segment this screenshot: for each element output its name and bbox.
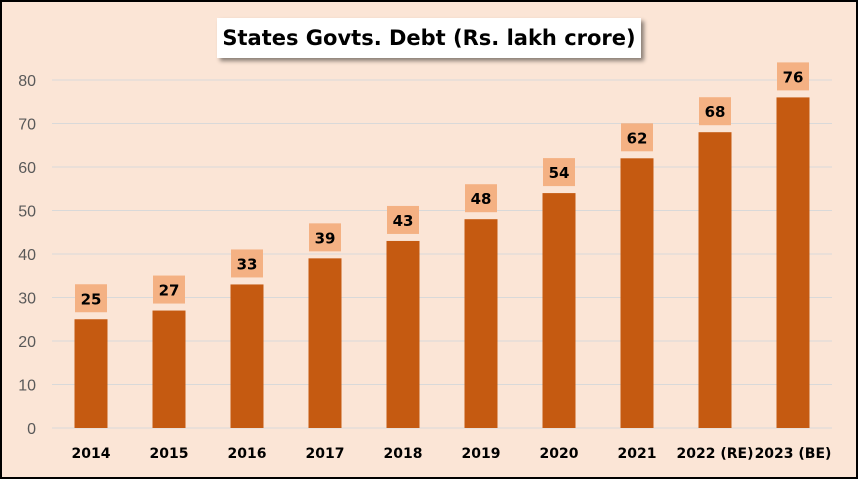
data-label: 68	[705, 103, 726, 121]
x-category-label: 2017	[306, 446, 345, 462]
x-category-label: 2016	[228, 446, 267, 462]
data-labels: 25 27 33 39 43 48 54 62 68 76	[75, 62, 809, 313]
y-tick-label: 30	[18, 291, 36, 308]
data-label: 25	[81, 290, 102, 308]
y-tick-label: 40	[18, 247, 36, 264]
bar	[620, 158, 654, 429]
x-category-label: 2018	[384, 446, 423, 462]
data-label-box	[543, 158, 575, 187]
data-label: 39	[315, 229, 336, 247]
bar	[386, 240, 420, 428]
data-label-box	[777, 62, 809, 91]
data-label-box	[75, 284, 107, 313]
data-label-box	[621, 123, 653, 152]
y-tick-label: 70	[18, 117, 36, 134]
data-label-box	[153, 275, 185, 304]
bar	[74, 319, 108, 428]
bar	[152, 310, 186, 428]
chart-title: States Govts. Debt (Rs. lakh crore)	[217, 18, 641, 58]
bar	[230, 284, 264, 428]
data-label-box	[387, 205, 419, 234]
bar	[464, 219, 498, 428]
x-axis-categories: 2014 2015 2016 2017 2018 2019 2020 2021 2022 (RE…	[72, 446, 832, 462]
y-tick-label: 60	[18, 160, 36, 177]
x-category-label: 2015	[150, 446, 189, 462]
data-label: 27	[159, 282, 180, 300]
data-label: 33	[237, 255, 258, 273]
data-label-box	[699, 97, 731, 126]
x-category-label: 2023 (BE)	[755, 446, 832, 462]
bar	[776, 97, 810, 429]
x-category-label: 2020	[540, 446, 579, 462]
data-label: 76	[783, 68, 804, 86]
bars	[74, 97, 810, 429]
bar	[698, 132, 732, 428]
data-label: 48	[471, 190, 492, 208]
x-category-label: 2014	[72, 446, 111, 462]
data-label: 62	[627, 129, 648, 147]
x-category-label: 2019	[462, 446, 501, 462]
data-label-box	[465, 184, 497, 213]
y-tick-label: 20	[18, 334, 36, 351]
x-category-label: 2021	[618, 446, 657, 462]
data-label: 43	[393, 212, 414, 230]
y-tick-label: 50	[18, 204, 36, 221]
y-axis-ticks: 0 10 20 30 40 50 60 70 80	[18, 73, 36, 438]
data-label-box	[231, 249, 263, 278]
bar	[308, 258, 342, 428]
y-tick-label: 80	[18, 73, 36, 90]
x-category-label: 2022 (RE)	[677, 446, 754, 462]
bar	[542, 193, 576, 428]
y-tick-label: 0	[27, 421, 36, 438]
data-label: 54	[549, 164, 570, 182]
data-label-box	[309, 223, 341, 252]
y-tick-label: 10	[18, 378, 36, 395]
